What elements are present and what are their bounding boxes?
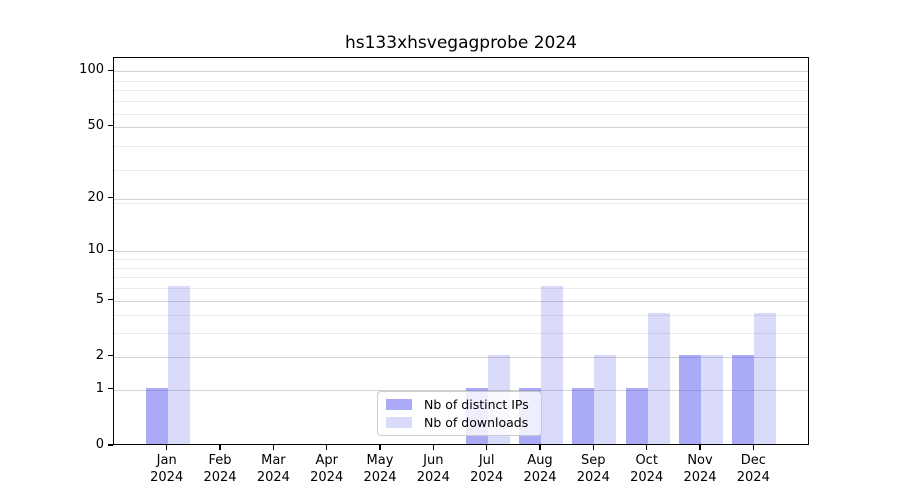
gridline-major (114, 251, 808, 253)
bar-ips-nov (679, 354, 701, 444)
bar-downloads-sep (594, 354, 617, 444)
gridline-minor (114, 101, 808, 102)
gridline-minor (114, 146, 808, 148)
x-tick-mark-may (379, 445, 381, 450)
x-tick-label-oct: Oct 2024 (630, 453, 664, 485)
x-tick-mark-oct (646, 445, 648, 450)
gridline-minor (114, 288, 808, 289)
gridline-minor (114, 202, 808, 204)
y-tick-mark-20 (108, 197, 113, 199)
y-tick-mark-10 (108, 249, 113, 251)
legend-swatch-downloads (386, 417, 412, 428)
x-tick-label-aug: Aug 2024 (523, 453, 557, 485)
gridline-minor (114, 90, 808, 92)
legend-swatch-distinct-ips (386, 399, 412, 410)
y-tick-label-50: 50 (87, 117, 104, 133)
y-tick-mark-5 (108, 298, 113, 301)
gridline-minor (114, 333, 808, 335)
y-tick-label-10: 10 (87, 242, 104, 258)
x-tick-label-may: May 2024 (363, 453, 397, 485)
x-tick-mark-nov (699, 445, 701, 450)
y-tick-label-1: 1 (95, 380, 104, 396)
legend-label-distinct-ips: Nb of distinct IPs (424, 397, 529, 412)
gridline-minor (114, 267, 808, 269)
bar-downloads-nov (701, 354, 723, 444)
gridline-major (114, 300, 808, 302)
x-tick-mark-jun (432, 445, 434, 450)
bar-ips-dec (732, 354, 755, 444)
y-tick-label-100: 100 (79, 62, 104, 78)
x-tick-label-dec: Dec 2024 (736, 453, 770, 485)
gridline-major (114, 126, 808, 128)
y-tick-mark-100 (108, 69, 113, 71)
x-tick-mark-dec (752, 445, 754, 450)
gridline-minor (114, 80, 808, 82)
x-tick-mark-jul (486, 445, 488, 450)
gridline-minor (114, 259, 808, 260)
gridline-major (114, 71, 808, 73)
gridline-minor (114, 113, 808, 115)
legend-row-downloads: Nb of downloads (386, 415, 533, 430)
gridline-minor (114, 277, 808, 279)
x-tick-mark-feb (219, 445, 221, 450)
chart-title: hs133xhsvegagprobe 2024 (344, 33, 577, 53)
y-tick-mark-50 (108, 125, 113, 127)
legend-label-downloads: Nb of downloads (424, 415, 529, 430)
x-tick-label-jul: Jul 2024 (470, 453, 504, 485)
y-tick-mark-0 (108, 444, 113, 446)
gridline-minor (114, 315, 808, 317)
bar-ips-oct (625, 387, 648, 444)
y-tick-label-20: 20 (87, 189, 104, 205)
legend: Nb of distinct IPs Nb of downloads (377, 391, 542, 436)
gridline-major (114, 389, 808, 391)
bar-downloads-dec (754, 313, 777, 444)
x-tick-label-apr: Apr 2024 (310, 453, 344, 485)
y-tick-label-0: 0 (95, 437, 104, 452)
gridline-minor (114, 169, 808, 171)
x-tick-label-jun: Jun 2024 (416, 453, 450, 485)
x-tick-mark-jan (166, 445, 168, 450)
x-tick-mark-aug (539, 445, 541, 450)
x-tick-label-nov: Nov 2024 (683, 453, 717, 485)
x-tick-label-sep: Sep 2024 (576, 453, 610, 485)
x-tick-mark-mar (272, 445, 274, 450)
y-tick-mark-2 (108, 355, 113, 357)
x-tick-mark-sep (592, 445, 594, 450)
y-tick-label-5: 5 (95, 291, 104, 307)
bar-downloads-jan (167, 286, 190, 444)
plot-area (113, 57, 809, 445)
x-tick-label-jan: Jan 2024 (150, 453, 184, 485)
bar-ips-jan (145, 387, 168, 444)
x-tick-mark-apr (326, 445, 328, 450)
x-tick-label-mar: Mar 2024 (256, 453, 290, 485)
bar-downloads-aug (541, 286, 563, 444)
x-tick-label-feb: Feb 2024 (203, 453, 237, 485)
bar-downloads-oct (647, 313, 670, 444)
legend-row-distinct-ips: Nb of distinct IPs (386, 397, 533, 412)
gridline-major (114, 356, 808, 358)
gridline-major (114, 198, 808, 200)
y-tick-label-2: 2 (95, 347, 104, 363)
y-tick-mark-1 (108, 388, 113, 390)
bar-ips-sep (572, 387, 595, 444)
